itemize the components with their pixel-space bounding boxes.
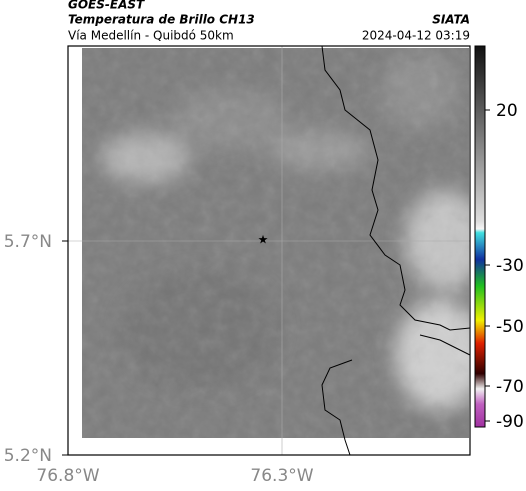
lat-label: 5.7°N xyxy=(4,232,52,252)
source-label: SIATA xyxy=(432,13,470,27)
map-frame xyxy=(67,45,471,456)
colorbar-label: -50 xyxy=(496,317,524,337)
colorbar-label: -70 xyxy=(496,377,524,397)
colorbar-ticks xyxy=(485,109,490,422)
city-marker: ★ xyxy=(258,233,269,247)
boundary-line xyxy=(321,45,471,456)
lat-label: 5.2°N xyxy=(4,446,52,466)
lon-label: 76.3°W xyxy=(250,466,313,486)
satellite-image xyxy=(82,48,469,438)
product-title: Temperatura de Brillo CH13 xyxy=(68,13,255,27)
colorbar-label: 20 xyxy=(496,101,518,121)
colorbar xyxy=(474,45,486,428)
colorbar-label: -30 xyxy=(496,256,524,276)
datetime-label: 2024-04-12 03:19 xyxy=(362,29,470,43)
region-label: Vía Medellín - Quibdó 50km xyxy=(68,29,234,43)
satellite-title: GOES-EAST xyxy=(68,0,145,12)
lon-label: 76.8°W xyxy=(36,466,99,486)
colorbar-label: -90 xyxy=(496,412,524,432)
